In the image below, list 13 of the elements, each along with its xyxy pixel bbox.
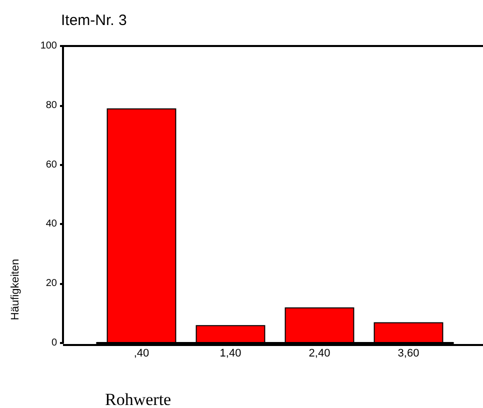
y-tick-label: 100 <box>40 40 58 52</box>
y-tick-label: 80 <box>46 100 58 111</box>
y-tick-label: 40 <box>46 218 58 230</box>
y-axis-title: Häufigkeiten <box>10 258 22 320</box>
x-tick-label: 3,60 <box>398 348 420 360</box>
y-tick-label: 20 <box>46 278 58 290</box>
y-tick-label: 0 <box>51 338 58 348</box>
chart-title: Item-Nr. 3 <box>61 12 127 29</box>
x-tick-label: 2,40 <box>308 348 330 360</box>
x-tick-label: 1,40 <box>220 348 242 360</box>
x-tick-label: ,40 <box>134 348 150 360</box>
y-tick-label: 60 <box>46 159 58 170</box>
x-axis-title: Rohwerte <box>105 390 172 408</box>
